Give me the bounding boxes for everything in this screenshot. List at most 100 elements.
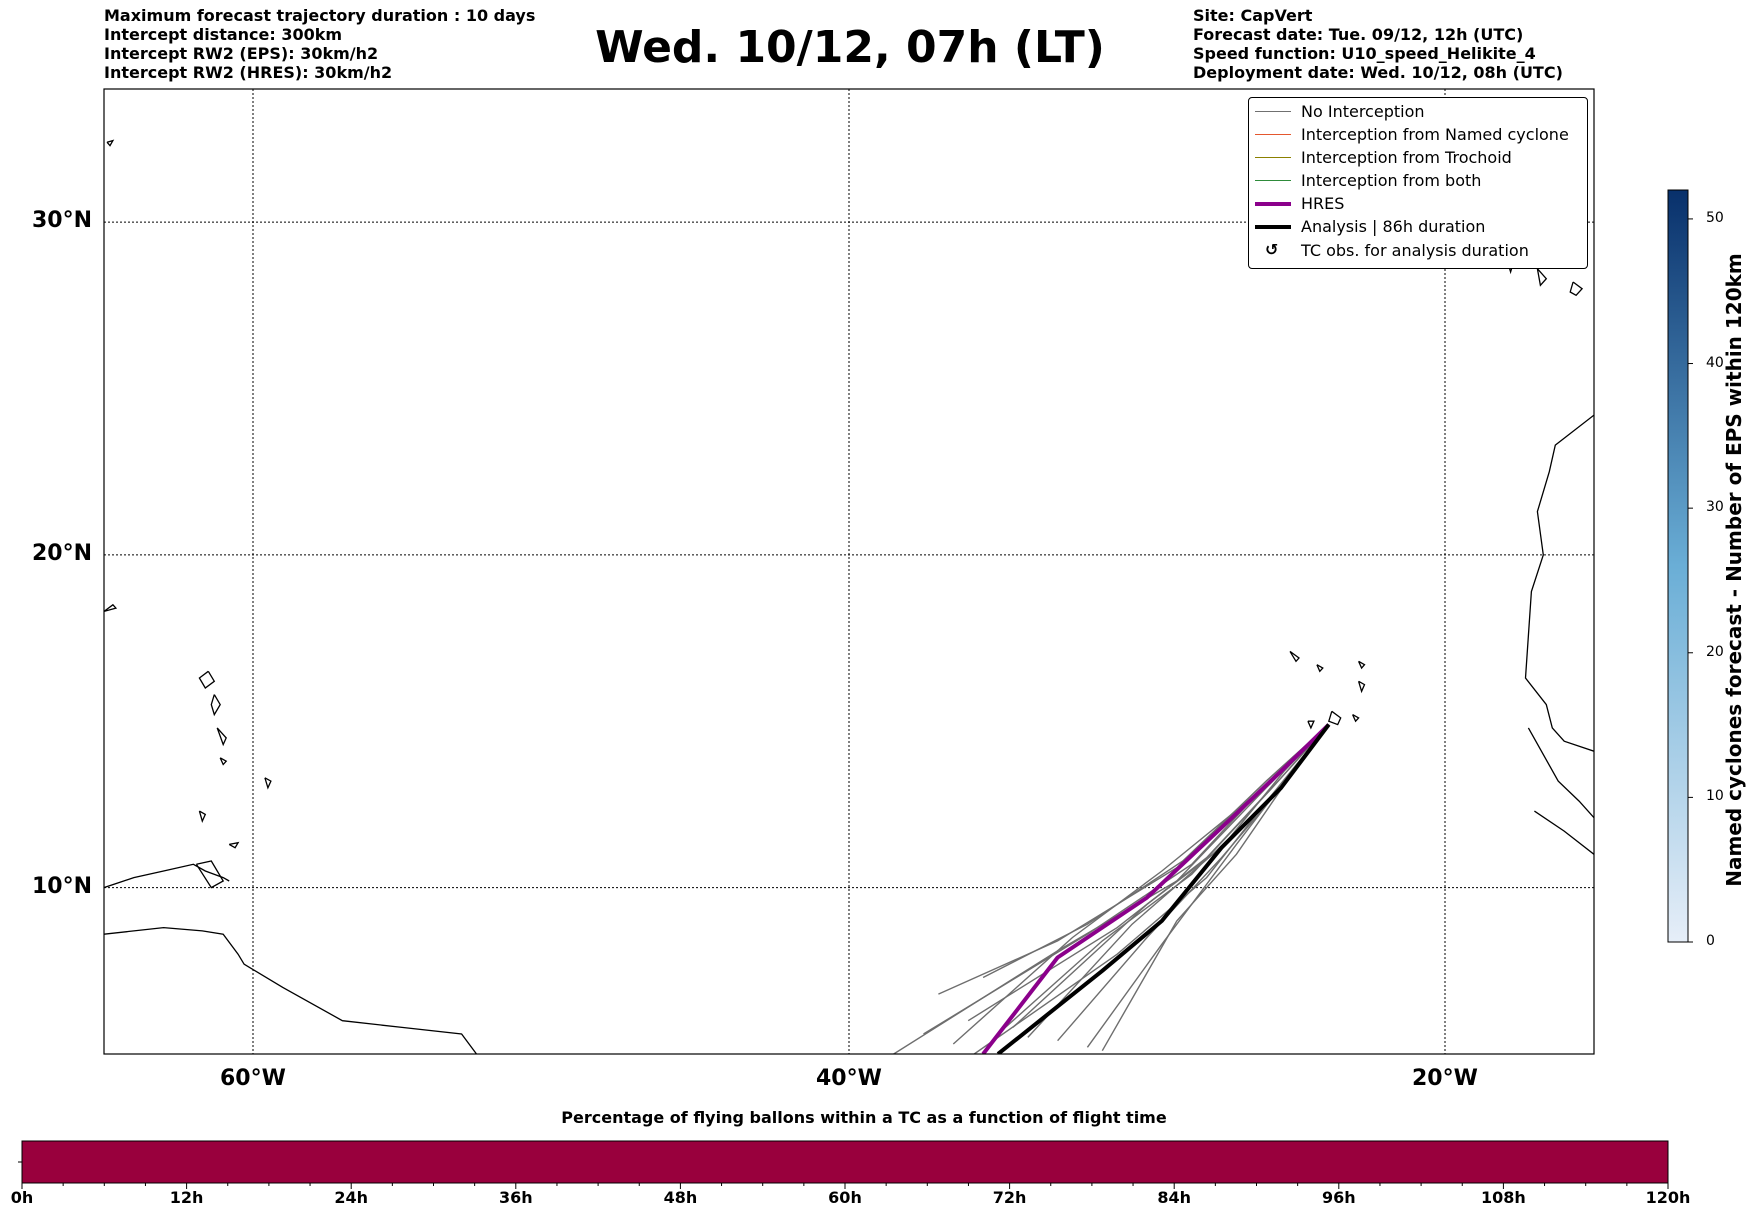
coastline	[1536, 268, 1548, 287]
legend-swatch	[1255, 157, 1291, 158]
flight-time-bar	[21, 1140, 1669, 1184]
deployment-date-text: Deployment date: Wed. 10/12, 08h (UTC)	[1193, 63, 1563, 82]
chart-title: Wed. 10/12, 07h (LT)	[595, 22, 1105, 73]
tc-obs-symbol-icon: ↺	[1265, 240, 1279, 259]
ensemble-trajectory	[982, 724, 1330, 979]
legend-swatch	[1255, 225, 1291, 229]
colorbar-tick-label: 20	[1706, 643, 1724, 660]
intercept-distance-text: Intercept distance: 300km	[104, 25, 343, 44]
coastline	[104, 603, 118, 613]
legend-swatch	[1255, 202, 1291, 206]
ensemble-trajectory	[997, 724, 1330, 1035]
flight-time-tick-label: 36h	[498, 1188, 533, 1207]
intercept-hres-text: Intercept RW2 (HRES): 30km/h2	[104, 63, 393, 82]
max-duration-text: Maximum forecast trajectory duration : 1…	[104, 6, 536, 25]
flight-time-tick-label: 48h	[663, 1188, 698, 1207]
flight-time-tick-label: 0h	[10, 1188, 34, 1207]
coastline	[198, 810, 207, 823]
legend-item-analysis: Analysis | 86h duration	[1249, 216, 1587, 238]
flight-time-tick-label: 72h	[992, 1188, 1027, 1207]
coastline	[1569, 281, 1584, 297]
legend-item-no-interception: No Interception	[1249, 101, 1587, 123]
ensemble-trajectory	[952, 724, 1330, 1045]
flight-time-ticks	[21, 1183, 1669, 1189]
coastline	[1358, 660, 1366, 670]
coastline	[195, 860, 225, 889]
ensemble-trajectory	[923, 724, 1330, 1035]
header-right-info: Site: CapVert Forecast date: Tue. 09/12,…	[1193, 6, 1563, 82]
legend-label: Interception from Named cyclone	[1301, 125, 1569, 144]
lat-tick-label: 30°N	[32, 208, 93, 234]
flight-time-tick-label: 120h	[1645, 1188, 1691, 1207]
coastline	[1524, 414, 1594, 752]
coastline	[104, 926, 478, 1054]
coastline	[104, 863, 230, 889]
legend-item-both: Interception from both	[1249, 170, 1587, 192]
coastline	[228, 841, 240, 849]
legend-swatch	[1255, 111, 1291, 112]
legend-label: Interception from Trochoid	[1301, 148, 1512, 167]
legend-item-tc-obs: ↺ TC obs. for analysis duration	[1249, 240, 1587, 262]
speed-function-text: Speed function: U10_speed_Helikite_4	[1193, 44, 1536, 63]
lat-tick-label: 20°N	[32, 540, 93, 566]
coastline	[1612, 269, 1627, 286]
legend-item-hres: HRES	[1249, 193, 1587, 215]
legend-item-trochoid: Interception from Trochoid	[1249, 147, 1587, 169]
map-frame	[103, 88, 1595, 1055]
coastline	[1316, 664, 1324, 673]
hres-trajectory	[981, 723, 1331, 1054]
coastline	[1352, 714, 1360, 723]
colorbar-tick-label: 0	[1706, 933, 1715, 949]
coastline	[219, 757, 228, 766]
ensemble-trajectories	[893, 724, 1330, 1054]
lon-tick-label: 40°W	[816, 1066, 882, 1091]
flight-time-tick-label: 108h	[1480, 1188, 1526, 1207]
legend-label: TC obs. for analysis duration	[1301, 241, 1529, 260]
coastline	[1527, 727, 1594, 819]
coastlines	[104, 139, 1627, 1054]
legend-swatch	[1255, 134, 1291, 135]
legend-label: HRES	[1301, 194, 1345, 213]
flight-time-tick-label: 84h	[1157, 1188, 1192, 1207]
colorbar-title: Named cyclones forecast - Number of EPS …	[1722, 253, 1746, 887]
coastline	[1328, 710, 1342, 726]
legend: No Interception Interception from Named …	[1248, 97, 1588, 269]
lon-tick-label: 20°W	[1412, 1066, 1478, 1091]
coastline	[264, 777, 272, 790]
legend-swatch	[1255, 180, 1291, 181]
colorbar-tick-label: 10	[1706, 788, 1724, 805]
main-trajectories	[981, 723, 1331, 1054]
coastline	[210, 694, 221, 717]
legend-label: No Interception	[1301, 102, 1425, 121]
ensemble-trajectory	[893, 724, 1330, 1054]
header-left-info: Maximum forecast trajectory duration : 1…	[104, 6, 535, 82]
site-text: Site: CapVert	[1193, 6, 1313, 25]
ensemble-trajectory	[967, 724, 1330, 1022]
lon-tick-label: 60°W	[220, 1066, 286, 1091]
coastline	[216, 727, 227, 747]
colorbar-tick-label: 40	[1706, 354, 1724, 371]
forecast-date-text: Forecast date: Tue. 09/12, 12h (UTC)	[1193, 25, 1524, 44]
colorbar-gradient	[1667, 189, 1689, 943]
intercept-eps-text: Intercept RW2 (EPS): 30km/h2	[104, 44, 379, 63]
lat-tick-label: 10°N	[32, 873, 93, 899]
flight-time-tick-label: 96h	[1321, 1188, 1356, 1207]
flight-time-tick-label: 24h	[334, 1188, 369, 1207]
flight-time-tick-label: 60h	[828, 1188, 862, 1207]
coastline	[1357, 680, 1366, 694]
legend-item-named-cyclone: Interception from Named cyclone	[1249, 124, 1587, 146]
colorbar-tick-label: 50	[1706, 209, 1724, 226]
coastline	[1534, 810, 1594, 855]
legend-label: Interception from both	[1301, 171, 1482, 190]
ensemble-trajectory	[973, 724, 1330, 1054]
analysis-trajectory	[996, 723, 1331, 1054]
coastline	[1289, 650, 1300, 663]
flight-time-tick-label: 12h	[169, 1188, 204, 1207]
colorbar-tick-label: 30	[1706, 499, 1724, 516]
colorbar-ticks	[1688, 218, 1693, 943]
coastline	[106, 139, 115, 147]
coastline	[198, 670, 216, 689]
flight-time-title: Percentage of flying ballons within a TC…	[561, 1108, 1167, 1127]
legend-label: Analysis | 86h duration	[1301, 217, 1486, 236]
